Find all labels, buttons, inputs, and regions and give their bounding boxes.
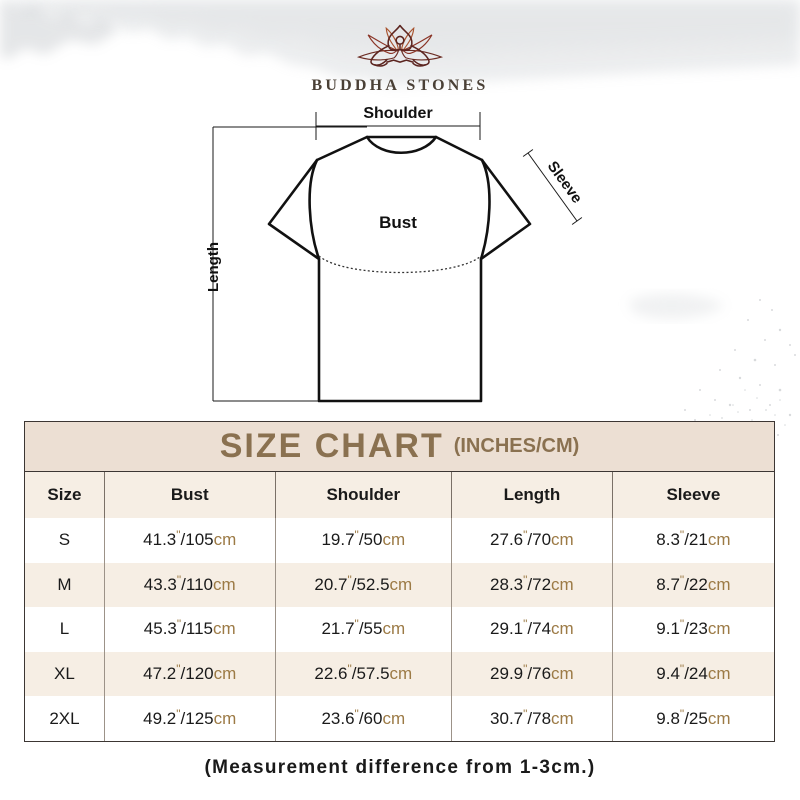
svg-text:Shoulder: Shoulder bbox=[363, 105, 432, 122]
svg-text:Bust: Bust bbox=[379, 213, 417, 232]
svg-text:Length: Length bbox=[205, 242, 222, 292]
svg-text:Sleeve: Sleeve bbox=[544, 158, 586, 206]
